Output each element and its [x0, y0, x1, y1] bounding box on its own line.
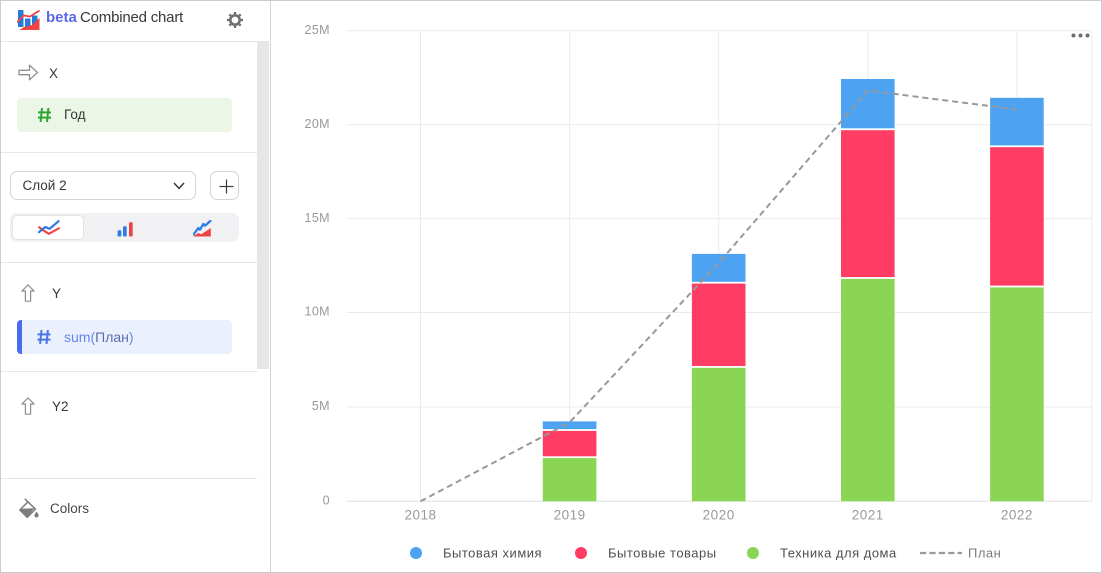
- svg-text:Бытовая химия: Бытовая химия: [443, 546, 542, 561]
- svg-text:Техника для дома: Техника для дома: [780, 546, 897, 561]
- svg-text:0: 0: [323, 494, 330, 508]
- svg-text:15M: 15M: [304, 211, 330, 225]
- svg-text:2020: 2020: [703, 508, 735, 523]
- svg-text:5M: 5M: [312, 399, 330, 413]
- svg-text:10M: 10M: [304, 305, 330, 319]
- svg-text:25M: 25M: [304, 23, 330, 37]
- svg-text:2021: 2021: [852, 508, 884, 523]
- svg-text:2019: 2019: [554, 508, 586, 523]
- svg-text:План: План: [968, 546, 1001, 561]
- svg-text:Бытовые товары: Бытовые товары: [608, 546, 717, 561]
- svg-text:2022: 2022: [1001, 508, 1033, 523]
- svg-text:20M: 20M: [304, 117, 330, 131]
- svg-text:2018: 2018: [404, 508, 436, 523]
